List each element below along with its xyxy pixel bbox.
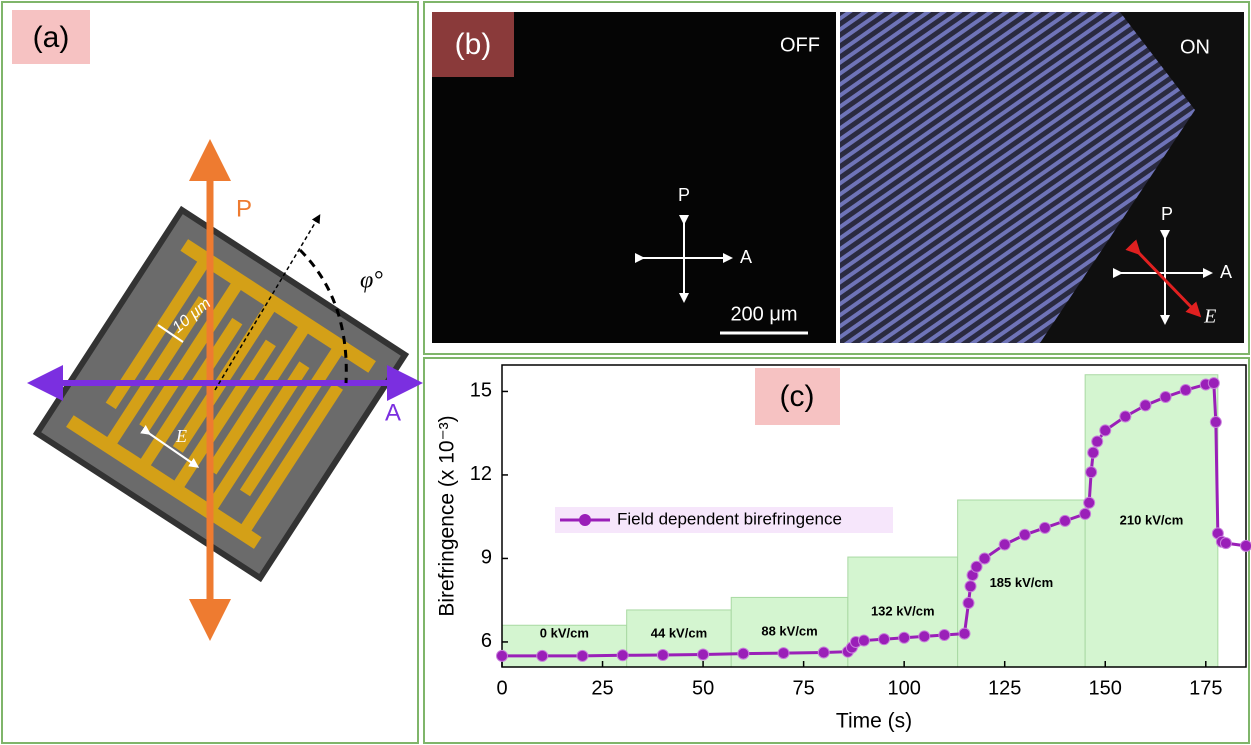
data-point	[617, 650, 628, 661]
data-point	[1086, 467, 1097, 478]
x-tick-label: 50	[692, 677, 714, 699]
polarizer-label: P	[236, 195, 252, 222]
data-point	[999, 539, 1010, 550]
data-point	[959, 628, 970, 639]
data-point	[497, 650, 508, 661]
y-tick-label: 9	[481, 547, 492, 569]
figure: (a) P A φ° 10 μm E (b) OFF ON P A 200 μm…	[0, 0, 1251, 745]
data-point	[1208, 378, 1219, 389]
field-label: E⃗	[1203, 306, 1232, 328]
data-point	[879, 634, 890, 645]
legend-marker	[579, 514, 591, 526]
data-point	[778, 648, 789, 659]
data-point	[818, 647, 829, 658]
region-label: 88 kV/cm	[761, 624, 817, 639]
region-label: 185 kV/cm	[990, 575, 1054, 590]
data-point	[1140, 400, 1151, 411]
data-point	[1060, 515, 1071, 526]
data-point	[919, 631, 930, 642]
region-label: 44 kV/cm	[651, 625, 707, 640]
data-point	[1039, 522, 1050, 533]
analyzer-label: A	[1220, 262, 1232, 282]
data-point	[963, 597, 974, 608]
field-label: E	[175, 426, 187, 446]
data-point	[577, 650, 588, 661]
x-tick-label: 150	[1089, 677, 1122, 699]
page: {"panel_a": {"label": "(a)", "polarizer"…	[0, 0, 1251, 745]
state-label: OFF	[780, 34, 820, 56]
scale-label: 200 μm	[730, 303, 797, 325]
chart: 0 kV/cm 44 kV/cm 88 kV/cm 132 kV/cm 185 kV/c…	[436, 365, 1251, 733]
data-point	[1220, 538, 1231, 549]
data-point	[657, 650, 668, 661]
x-tick-label: 125	[988, 677, 1021, 699]
angle-label: φ°	[360, 268, 383, 294]
analyzer-label: A	[740, 247, 752, 267]
data-point	[1080, 508, 1091, 519]
polarizer-label: P	[1161, 204, 1173, 224]
analyzer-label: A	[385, 399, 401, 426]
device	[37, 210, 405, 578]
data-point	[971, 561, 982, 572]
data-point	[1241, 540, 1251, 551]
data-point	[1019, 529, 1030, 540]
data-point	[1210, 417, 1221, 428]
polarizer-label: P	[678, 185, 690, 205]
region-label: 0 kV/cm	[540, 625, 589, 640]
x-tick-label: 75	[792, 677, 814, 699]
data-point	[858, 635, 869, 646]
y-tick-label: 6	[481, 630, 492, 652]
data-point	[899, 632, 910, 643]
data-point	[965, 581, 976, 592]
x-tick-label: 0	[496, 677, 507, 699]
data-point	[1100, 425, 1111, 436]
data-point	[738, 648, 749, 659]
y-tick-label: 15	[470, 380, 492, 402]
x-axis-title: Time (s)	[836, 710, 912, 733]
region-label: 210 kV/cm	[1120, 512, 1184, 527]
data-point	[939, 629, 950, 640]
panel-label: (a)	[33, 21, 70, 54]
data-point	[979, 553, 990, 564]
data-point	[537, 650, 548, 661]
data-point	[1120, 411, 1131, 422]
data-point	[1088, 447, 1099, 458]
x-tick-label: 100	[887, 677, 920, 699]
region-label: 132 kV/cm	[871, 603, 935, 618]
data-point	[1160, 392, 1171, 403]
data-point	[698, 649, 709, 660]
x-tick-label: 25	[591, 677, 613, 699]
y-tick-label: 12	[470, 463, 492, 485]
y-axis-title: Birefringence (x 10⁻³)	[436, 415, 459, 616]
data-point	[1092, 436, 1103, 447]
panel-label: (c)	[780, 380, 815, 413]
panel-label: (b)	[455, 28, 492, 61]
data-point	[1180, 385, 1191, 396]
legend-label: Field dependent birefringence	[617, 509, 842, 528]
data-point	[1084, 497, 1095, 508]
state-label: ON	[1180, 36, 1210, 58]
x-tick-label: 175	[1189, 677, 1222, 699]
